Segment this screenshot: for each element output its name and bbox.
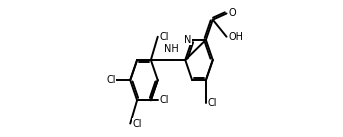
Text: Cl: Cl	[160, 95, 169, 105]
Text: Cl: Cl	[132, 119, 142, 129]
Text: Cl: Cl	[208, 98, 217, 108]
Text: Cl: Cl	[106, 75, 116, 85]
Text: NH: NH	[164, 44, 179, 54]
Text: O: O	[228, 8, 236, 18]
Text: OH: OH	[228, 32, 244, 42]
Text: Cl: Cl	[160, 32, 169, 42]
Text: N: N	[184, 35, 191, 45]
